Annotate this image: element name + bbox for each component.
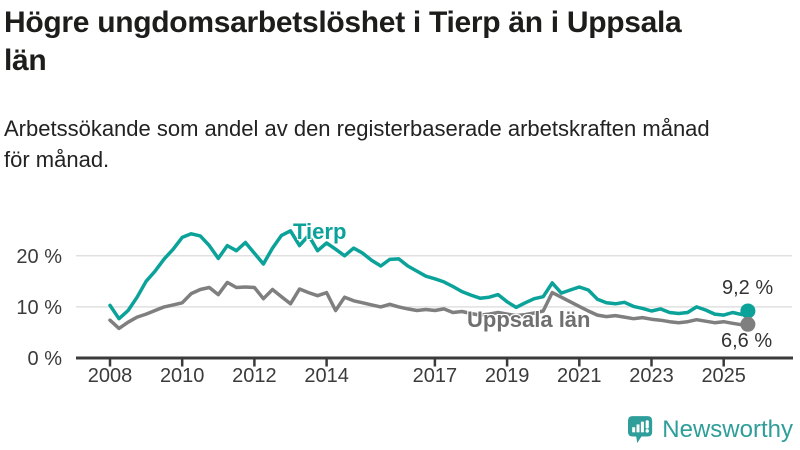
end-value-label-uppsala-lan: 6,6 % (721, 330, 773, 352)
end-dot-uppsala-l-n (740, 316, 756, 332)
brand-name: Newsworthy (662, 416, 793, 443)
newsworthy-logo-icon (628, 416, 653, 443)
series-label-uppsala-lan: Uppsala län (467, 307, 591, 332)
x-tick-label: 2019 (485, 365, 530, 387)
end-value-label-tierp: 9,2 % (722, 277, 774, 299)
x-tick-label: 2012 (232, 365, 277, 387)
series-label-tierp: Tierp (293, 219, 347, 244)
x-tick-label: 2023 (629, 365, 674, 387)
x-tick-label: 2010 (160, 365, 205, 387)
x-tick-label: 2021 (557, 365, 602, 387)
line-chart: 0 % 10 % 20 % 2008 2010 2012 2014 2017 2019 2021 2… (16, 229, 793, 387)
series-line-tierp (108, 229, 750, 321)
y-tick-label: 10 % (16, 297, 62, 319)
y-tick-label: 0 % (28, 348, 63, 370)
end-dot-tierp (740, 303, 756, 319)
y-tick-label: 20 % (16, 246, 62, 268)
x-tick-label: 2017 (413, 365, 458, 387)
newsworthy-brand: Newsworthy (628, 415, 793, 445)
page-subtitle: Arbetssökande som andel av den registerb… (4, 116, 710, 172)
x-tick-label: 2014 (304, 365, 349, 387)
page-title: Högre ungdomsarbetslöshet i Tierp än i U… (4, 6, 682, 77)
x-tick-label: 2008 (88, 365, 133, 387)
x-tick-label: 2025 (701, 365, 746, 387)
series-line-uppsala-l-n (108, 280, 750, 331)
